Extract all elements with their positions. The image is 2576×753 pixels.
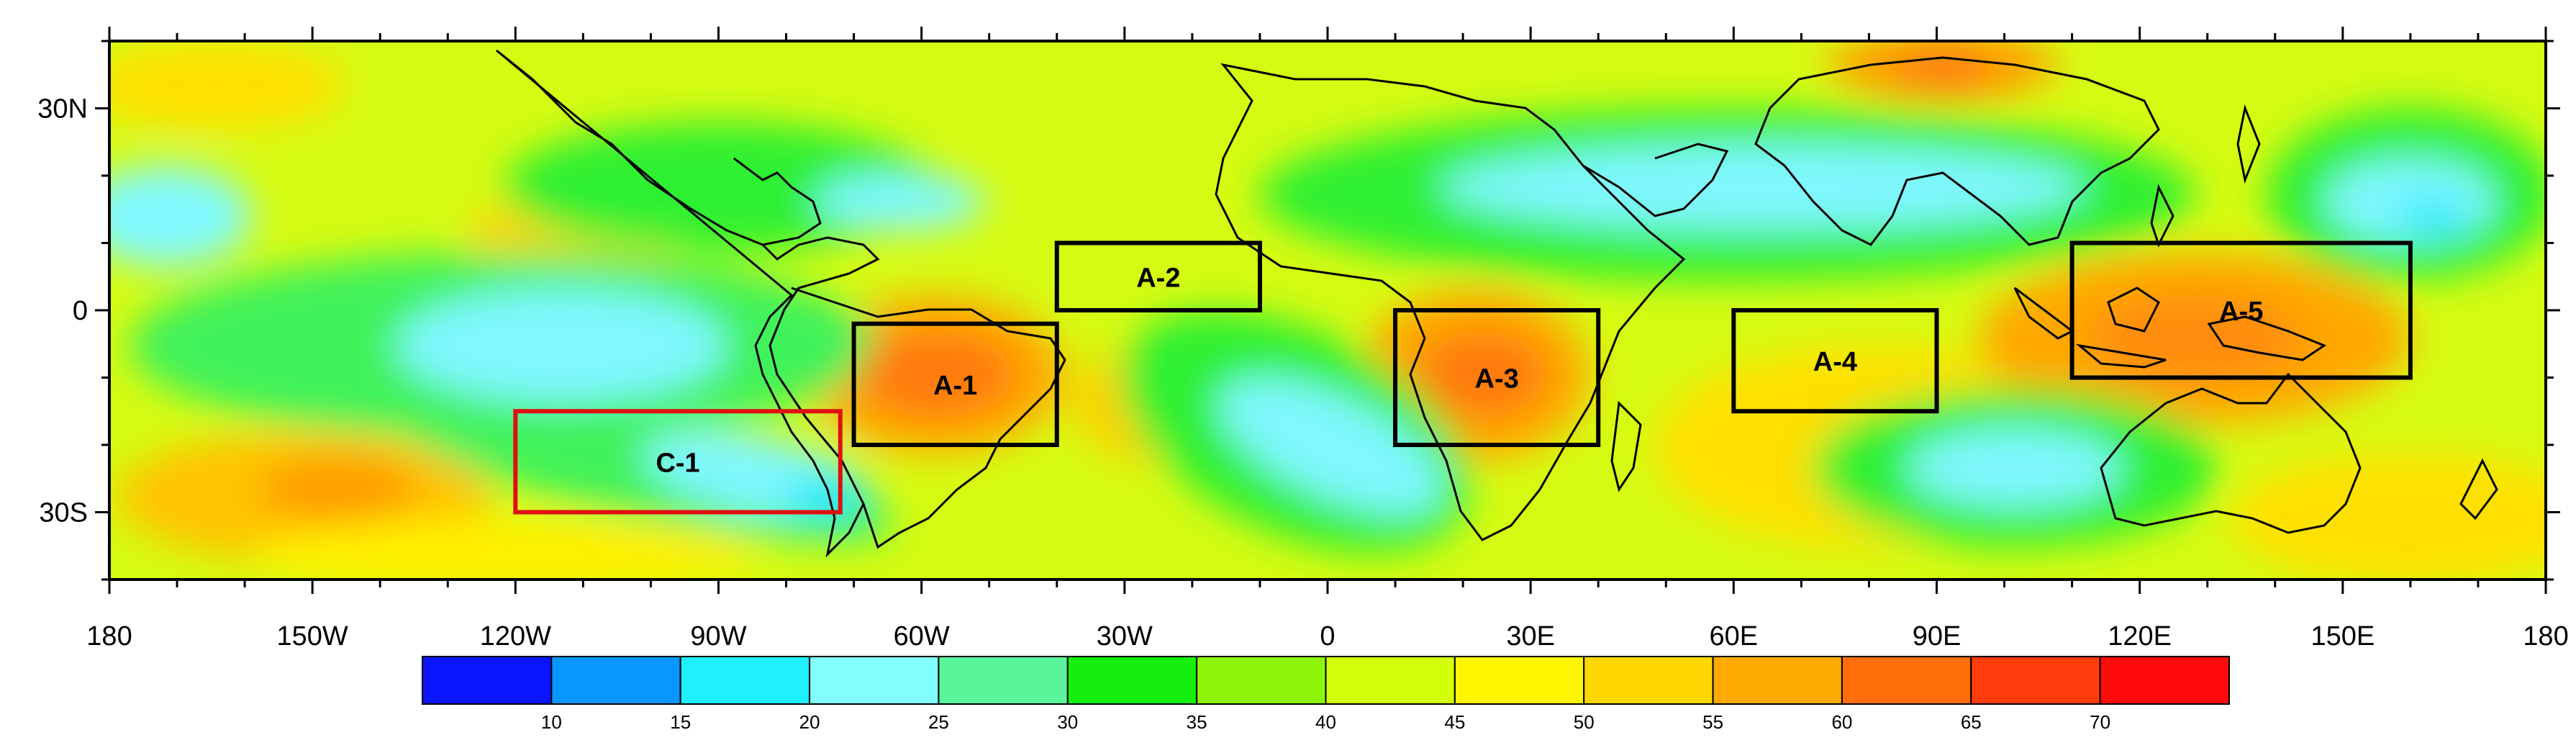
map-axes: 180 150W 120W 90W 60W 30W 0 30E 60E 90E 120E 150E 18…	[37, 27, 2569, 651]
lon-label: 0	[1320, 621, 1335, 651]
region-box-a-2	[1054, 240, 1262, 312]
colorbar-label: 65	[1961, 711, 1982, 733]
region-label-a-1: A-1	[933, 371, 977, 401]
region-box-a-3	[1393, 308, 1601, 447]
lon-label: 60E	[1710, 621, 1759, 651]
colorbar-label: 10	[541, 711, 562, 733]
region-label-a-2: A-2	[1136, 263, 1180, 293]
region-box-a-5	[2069, 240, 2413, 380]
colorbar: 10 15 20 25 30 35 40 45 50 55 60 65 70	[422, 656, 2230, 733]
colorbar-label: 55	[1702, 711, 1723, 733]
lat-label: 30N	[37, 94, 88, 125]
colorbar-label: 40	[1315, 711, 1336, 733]
colorbar-label: 70	[2090, 711, 2110, 733]
colorbar-swatch	[1583, 656, 1714, 705]
lon-label: 90E	[1913, 621, 1962, 651]
colorbar-label: 30	[1057, 711, 1078, 733]
lon-label: 150E	[2310, 621, 2375, 651]
colorbar-swatch	[1066, 656, 1198, 705]
region-box-a-1	[851, 321, 1059, 448]
colorbar-label: 45	[1444, 711, 1465, 733]
lon-label: 30E	[1506, 621, 1555, 651]
colorbar-label: 25	[928, 711, 949, 733]
region-box-a-4	[1731, 308, 1939, 414]
lon-label: 90W	[690, 621, 746, 651]
lon-label: 120E	[2108, 621, 2172, 651]
lon-label: 180	[86, 621, 132, 651]
colorbar-swatch	[1970, 656, 2101, 705]
colorbar-swatch	[1712, 656, 1843, 705]
colorbar-swatch	[679, 656, 811, 705]
colorbar-label: 35	[1187, 711, 1207, 733]
lat-label: 0	[73, 296, 88, 326]
colorbar-label: 15	[670, 711, 691, 733]
region-label-a-5: A-5	[2219, 297, 2263, 327]
region-label-a-3: A-3	[1475, 364, 1519, 394]
colorbar-swatch	[422, 656, 553, 705]
region-label-a-4: A-4	[1813, 347, 1857, 377]
colorbar-label: 60	[1831, 711, 1852, 733]
lon-label: 120W	[480, 621, 551, 651]
lon-label: 60W	[894, 621, 950, 651]
colorbar-swatch	[938, 656, 1069, 705]
colorbar-swatch	[1325, 656, 1456, 705]
colorbar-swatch	[1196, 656, 1327, 705]
colorbar-swatch	[1841, 656, 1972, 705]
contour-field	[109, 41, 2546, 580]
colorbar-swatch	[550, 656, 681, 705]
lon-label: 180	[2523, 621, 2568, 651]
region-label-c-1: C-1	[656, 448, 699, 478]
colorbar-label: 50	[1574, 711, 1595, 733]
lat-label: 30S	[39, 498, 88, 528]
lon-label: 30W	[1097, 621, 1153, 651]
region-boxes: A-1 A-2 A-3 A-4 A-5 C-1	[513, 240, 2413, 515]
colorbar-swatch	[1453, 656, 1585, 705]
colorbar-swatch	[809, 656, 940, 705]
colorbar-label: 20	[799, 711, 820, 733]
lon-label: 150W	[277, 621, 348, 651]
region-box-c-1	[513, 409, 843, 515]
colorbar-swatch	[2099, 656, 2230, 705]
